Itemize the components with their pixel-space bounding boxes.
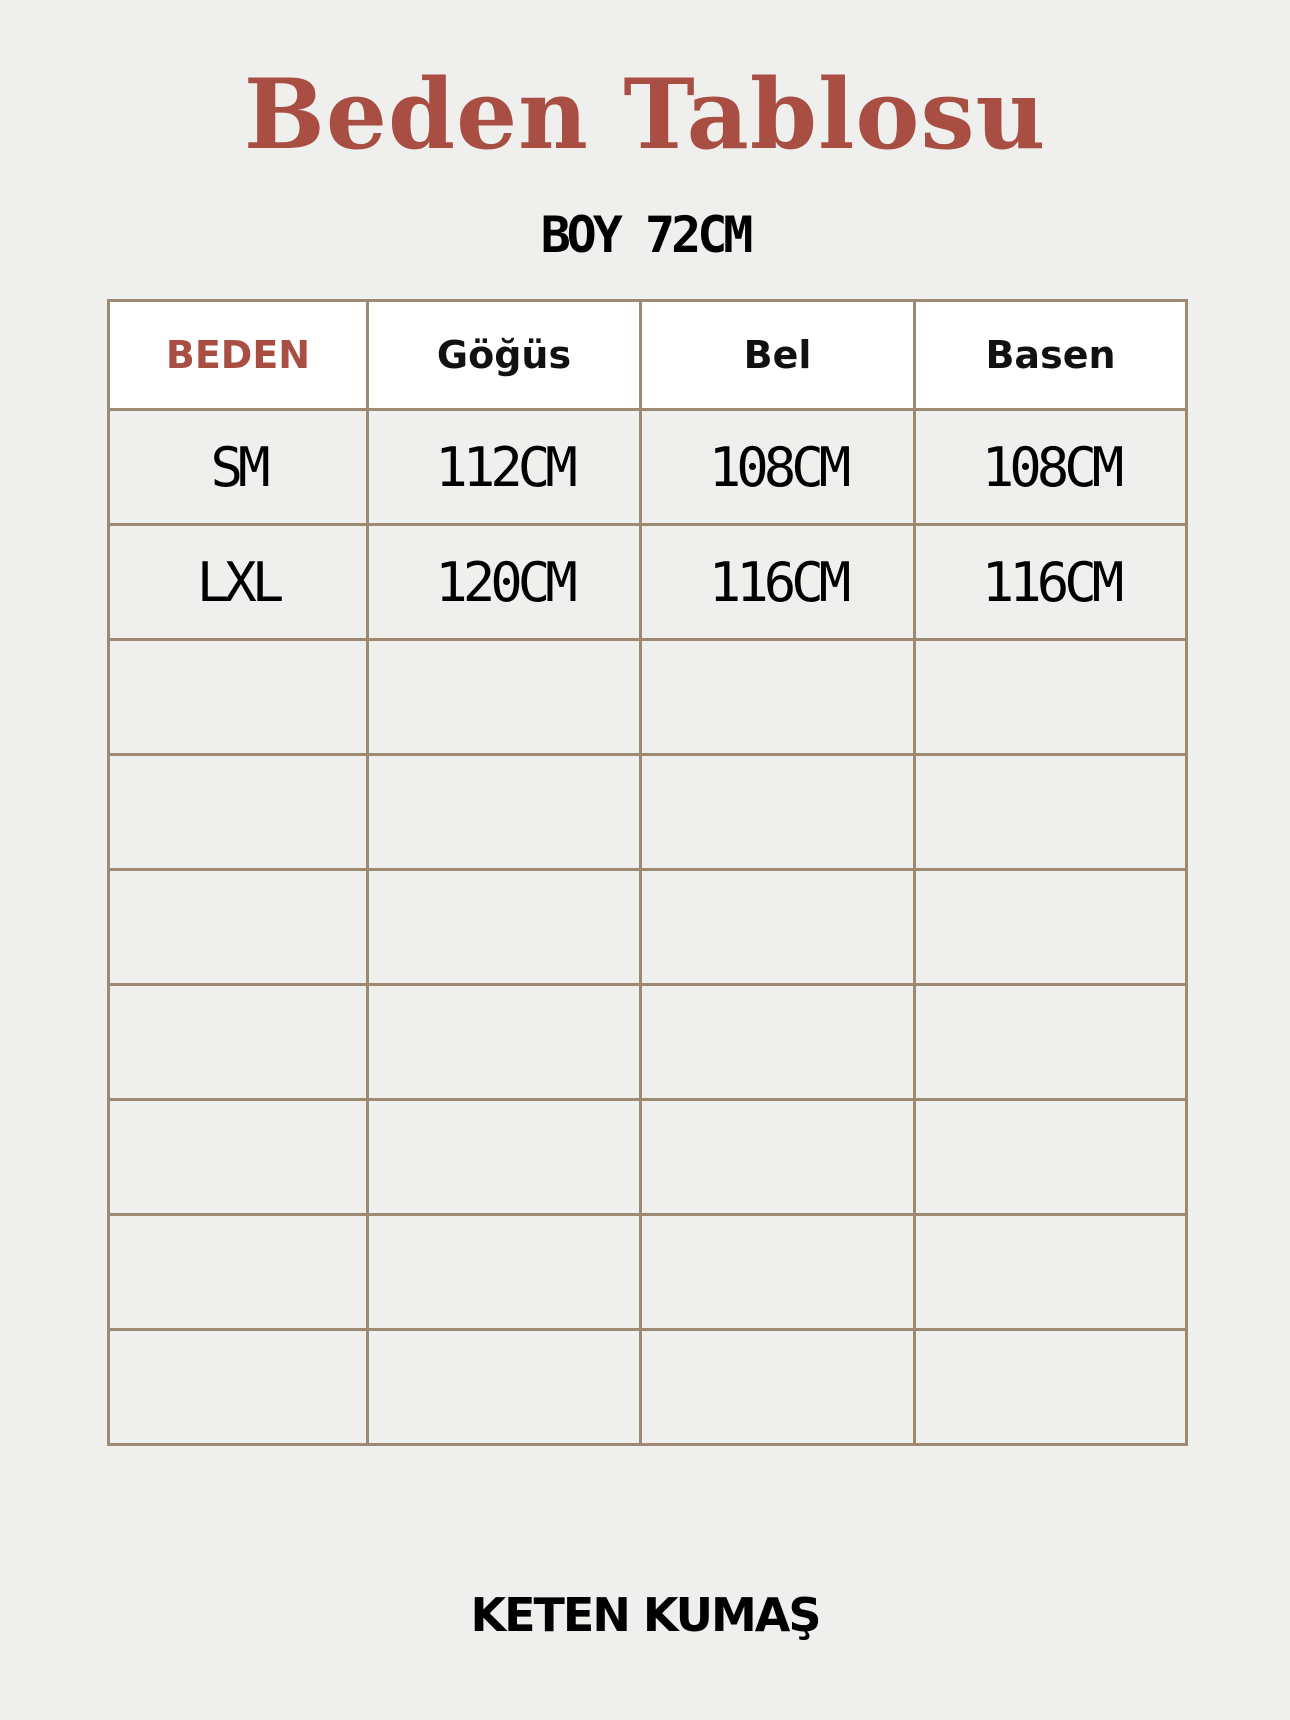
cell-hip: [913, 983, 1188, 1101]
fabric-label: KETEN KUMAŞ: [470, 1588, 821, 1642]
cell-hip: [913, 868, 1188, 986]
cell-waist: [639, 1213, 916, 1331]
cell-chest: [366, 753, 642, 871]
table-row: [107, 983, 1188, 1101]
table-row: [107, 753, 1188, 871]
header-beden: BEDEN: [107, 299, 369, 411]
header-basen: Basen: [913, 299, 1188, 411]
table-row: [107, 868, 1188, 986]
cell-chest: 120CM: [366, 523, 642, 641]
cell-chest: [366, 1098, 642, 1216]
header-row: BEDEN Göğüs Bel Basen: [107, 299, 1188, 411]
table-row: [107, 1098, 1188, 1216]
cell-waist: 108CM: [639, 408, 916, 526]
table-row: [107, 638, 1188, 756]
cell-size: SM: [107, 408, 369, 526]
header-bel: Bel: [639, 299, 916, 411]
cell-size: [107, 1328, 369, 1446]
cell-hip: 116CM: [913, 523, 1188, 641]
cell-chest: [366, 868, 642, 986]
cell-chest: 112CM: [366, 408, 642, 526]
cell-chest: [366, 1328, 642, 1446]
size-table: BEDEN Göğüs Bel Basen SM 112CM 108CM 108CM L…: [107, 299, 1188, 1446]
cell-chest: [366, 1213, 642, 1331]
table-row: SM 112CM 108CM 108CM: [107, 408, 1188, 526]
table-row: [107, 1213, 1188, 1331]
cell-hip: 108CM: [913, 408, 1188, 526]
cell-hip: [913, 753, 1188, 871]
table-row: LXL 120CM 116CM 116CM: [107, 523, 1188, 641]
header-gogus: Göğüs: [366, 299, 642, 411]
cell-size: [107, 638, 369, 756]
cell-hip: [913, 1328, 1188, 1446]
cell-hip: [913, 1098, 1188, 1216]
cell-hip: [913, 1213, 1188, 1331]
cell-waist: [639, 1098, 916, 1216]
cell-size: LXL: [107, 523, 369, 641]
cell-waist: 116CM: [639, 523, 916, 641]
cell-waist: [639, 753, 916, 871]
cell-waist: [639, 868, 916, 986]
cell-waist: [639, 1328, 916, 1446]
cell-size: [107, 1098, 369, 1216]
cell-size: [107, 1213, 369, 1331]
cell-waist: [639, 638, 916, 756]
cell-chest: [366, 638, 642, 756]
cell-size: [107, 983, 369, 1101]
cell-chest: [366, 983, 642, 1101]
table-row: [107, 1328, 1188, 1446]
cell-size: [107, 868, 369, 986]
length-label: BOY 72CM: [540, 206, 754, 264]
page-title: Beden Tablosu: [243, 58, 1047, 171]
cell-size: [107, 753, 369, 871]
cell-waist: [639, 983, 916, 1101]
cell-hip: [913, 638, 1188, 756]
